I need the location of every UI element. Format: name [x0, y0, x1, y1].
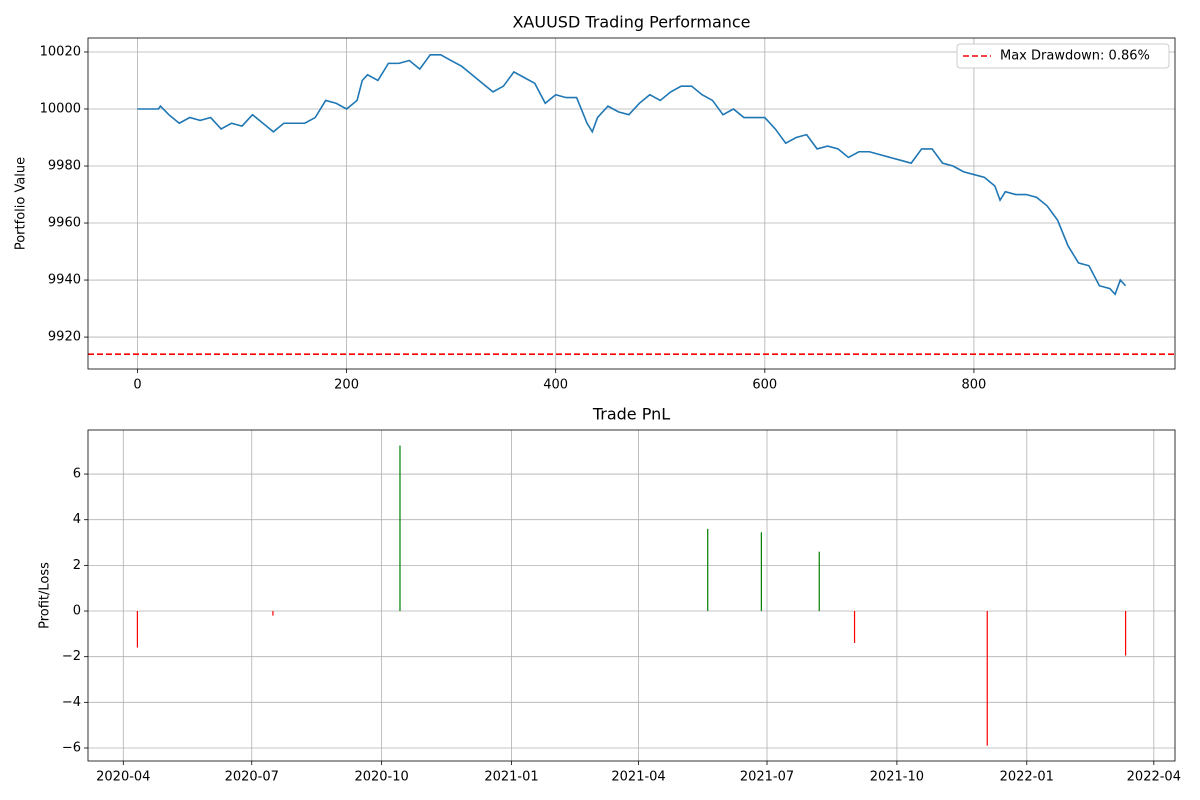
axes-frame — [87, 429, 1176, 762]
x-tick-label: 2021-04 — [611, 770, 665, 785]
x-tick-label: 2020-07 — [225, 770, 279, 785]
x-tick-label: 2021-07 — [740, 770, 794, 785]
y-tick-label: 9960 — [48, 216, 81, 231]
y-tick-label: −6 — [62, 740, 81, 755]
y-tick-label: −4 — [62, 695, 81, 710]
axes: 2020-04 2020-07 2020-10 2021-01 2021-04 2021-… — [38, 405, 1181, 785]
plot-area — [88, 38, 1175, 369]
y-tick-label: 9940 — [48, 273, 81, 288]
axes: 0 200 400 600 800 9920 9940 9960 9980 10000 10020 X… — [14, 13, 1176, 393]
x-tick-label: 2021-10 — [870, 770, 924, 785]
axes-title: Trade PnL — [592, 405, 670, 424]
x-tick-label: 800 — [962, 378, 987, 393]
x-tick-label: 200 — [334, 378, 359, 393]
y-axis-label: Portfolio Value — [14, 157, 29, 250]
legend-label: Max Drawdown: 0.86% — [1000, 49, 1150, 64]
y-tick-label: 4 — [73, 512, 81, 527]
bar — [136, 611, 139, 648]
y-tick-label: −2 — [62, 649, 81, 664]
bar — [272, 611, 274, 616]
x-tick-label: 0 — [133, 378, 141, 393]
x-tick-label: 2022-04 — [1127, 770, 1181, 785]
data-line — [137, 54, 1127, 296]
y-tick-label: 6 — [73, 467, 81, 482]
bar — [1124, 611, 1127, 656]
bar — [853, 611, 856, 643]
x-tick-label: 400 — [543, 378, 568, 393]
bar — [760, 532, 762, 612]
y-tick-label: 0 — [73, 604, 81, 619]
axes-frame — [87, 37, 1176, 370]
legend-box — [956, 43, 1170, 69]
axes-title: XAUUSD Trading Performance — [512, 13, 750, 32]
x-tick-label: 2020-04 — [96, 770, 150, 785]
bar — [707, 528, 709, 612]
y-tick-label: 9920 — [48, 330, 81, 345]
y-tick-label: 9980 — [48, 159, 81, 174]
x-tick-label: 600 — [752, 378, 777, 393]
y-tick-label: 2 — [73, 558, 81, 573]
y-tick-label: 10000 — [40, 101, 81, 116]
bar — [818, 551, 820, 612]
bar — [986, 611, 988, 746]
y-tick-label: 10020 — [40, 44, 81, 59]
plot-area — [88, 430, 1175, 761]
x-tick-label: 2021-01 — [484, 770, 538, 785]
bar — [399, 445, 401, 612]
y-axis-label: Profit/Loss — [38, 562, 53, 629]
x-tick-label: 2022-01 — [1000, 770, 1054, 785]
x-tick-label: 2020-10 — [354, 770, 408, 785]
